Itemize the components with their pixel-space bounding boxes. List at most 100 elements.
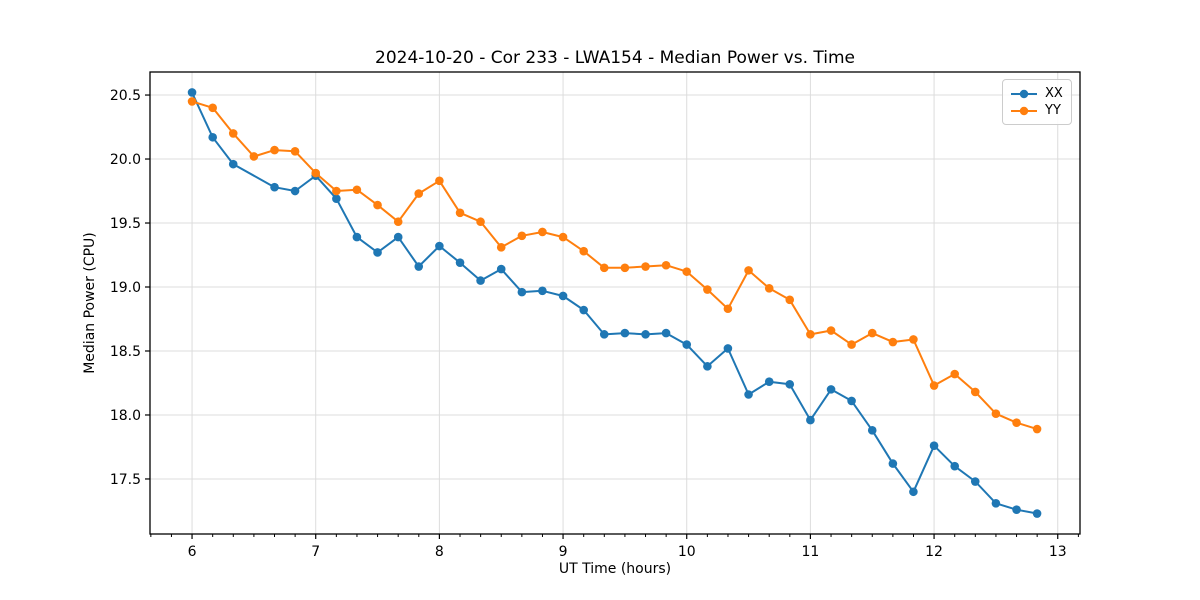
series-xx-marker (538, 286, 547, 296)
series-xx-marker (496, 264, 506, 274)
series-xx-marker (558, 291, 568, 301)
axes-spines (149, 71, 1081, 535)
series-xx-line (191, 92, 1038, 515)
x-tick-label: 10 (678, 544, 696, 560)
series-yy-marker (517, 231, 527, 241)
series-yy-marker (373, 200, 382, 210)
series-yy-marker (270, 145, 279, 155)
series-yy-marker (888, 337, 898, 347)
series-yy-marker (620, 263, 630, 273)
series-yy-marker (682, 267, 692, 276)
legend-item-yy: YY (1010, 102, 1063, 119)
legend-sample-xx (1011, 89, 1037, 98)
series-xx-marker (393, 232, 403, 242)
series-xx-marker (847, 396, 856, 406)
series-xx-marker (703, 362, 712, 371)
chart-title: 2024-10-20 - Cor 233 - LWA154 - Median P… (375, 48, 855, 68)
series-xx-marker (909, 487, 918, 497)
series-xx-marker (414, 262, 424, 271)
series-yy-marker (311, 168, 321, 178)
series-yy-marker (970, 387, 980, 397)
series-yy-marker (764, 283, 774, 293)
series-yy-marker (785, 295, 795, 305)
x-tick-label: 7 (311, 544, 320, 560)
series-yy-marker (249, 152, 259, 161)
series-xx-marker (888, 459, 898, 468)
series-xx-marker (579, 305, 589, 315)
x-tick-label: 12 (925, 544, 943, 560)
series-yy-marker (352, 185, 362, 195)
series-xx-marker (208, 132, 218, 142)
series-yy-marker (867, 328, 877, 338)
series-yy-marker (558, 232, 568, 242)
series-xx-marker (929, 441, 939, 450)
y-tick-label: 20.5 (110, 88, 141, 104)
series-yy-marker (847, 340, 856, 349)
series-xx-marker (352, 232, 362, 242)
y-tick-label: 18.0 (110, 408, 141, 424)
series-yy-marker (393, 217, 403, 227)
series-yy-marker (744, 266, 753, 275)
series-xx-marker (806, 415, 815, 425)
series-xx-marker (867, 426, 877, 435)
series-yy-marker (332, 186, 341, 196)
series-xx-marker (744, 390, 753, 399)
series-xx-marker (228, 159, 238, 169)
x-tick-label: 6 (188, 544, 197, 560)
series-yy-marker (703, 285, 712, 294)
series-yy-marker (455, 208, 465, 218)
series-yy-line (191, 100, 1038, 431)
y-tick-label: 17.5 (110, 472, 141, 488)
series-xx-marker (1012, 505, 1021, 514)
x-tick-label: 8 (435, 544, 444, 560)
x-tick-label: 9 (559, 544, 568, 560)
legend-item-xx: XX (1010, 85, 1063, 102)
y-tick-label: 19.0 (110, 280, 141, 296)
series-yy-marker (826, 326, 836, 335)
legend-label-yy: YY (1045, 103, 1061, 118)
series-yy-marker (187, 97, 197, 106)
series-yy-marker (476, 217, 485, 227)
series-yy-marker (414, 189, 424, 198)
y-axis-label: Median Power (CPU) (82, 232, 98, 374)
series-yy-marker (1012, 418, 1021, 427)
series-yy-marker (929, 381, 939, 390)
series-yy-marker (723, 304, 733, 314)
series-xx-marker (517, 287, 527, 297)
series-yy-marker (641, 262, 650, 271)
series-xx-marker (620, 328, 630, 338)
series-xx-marker (187, 88, 197, 97)
series-xx-marker (435, 241, 444, 251)
series-yy-marker (1032, 424, 1042, 434)
series-yy-marker (991, 409, 1001, 419)
x-tick-label: 11 (801, 544, 819, 560)
series-yy-marker (806, 330, 815, 339)
series-xx-marker (455, 258, 465, 267)
series-yy-marker (208, 103, 218, 113)
series-xx-marker (682, 340, 692, 349)
series-xx-marker (270, 182, 279, 192)
legend: XX YY (1002, 79, 1072, 125)
series-xx-marker (970, 477, 980, 486)
y-tick-label: 19.5 (110, 216, 141, 232)
series-xx-marker (723, 344, 733, 353)
series-xx-marker (991, 498, 1001, 508)
series-xx-marker (1032, 509, 1042, 518)
series-yy-marker (909, 335, 918, 344)
series-xx-marker (950, 461, 960, 471)
x-axis-label: UT Time (hours) (558, 561, 672, 577)
series-xx-marker (332, 194, 341, 203)
legend-sample-yy (1011, 106, 1037, 115)
series-xx-marker (641, 330, 650, 339)
y-tick-label: 20.0 (110, 152, 141, 168)
y-tick-label: 18.5 (110, 344, 141, 360)
series-yy-marker (579, 246, 589, 256)
legend-label-xx: XX (1045, 86, 1063, 101)
series-xx-marker (826, 385, 836, 394)
series-xx-marker (785, 379, 795, 389)
series-yy-marker (661, 260, 671, 270)
series-yy-marker (538, 227, 547, 237)
series-xx-marker (476, 276, 485, 285)
